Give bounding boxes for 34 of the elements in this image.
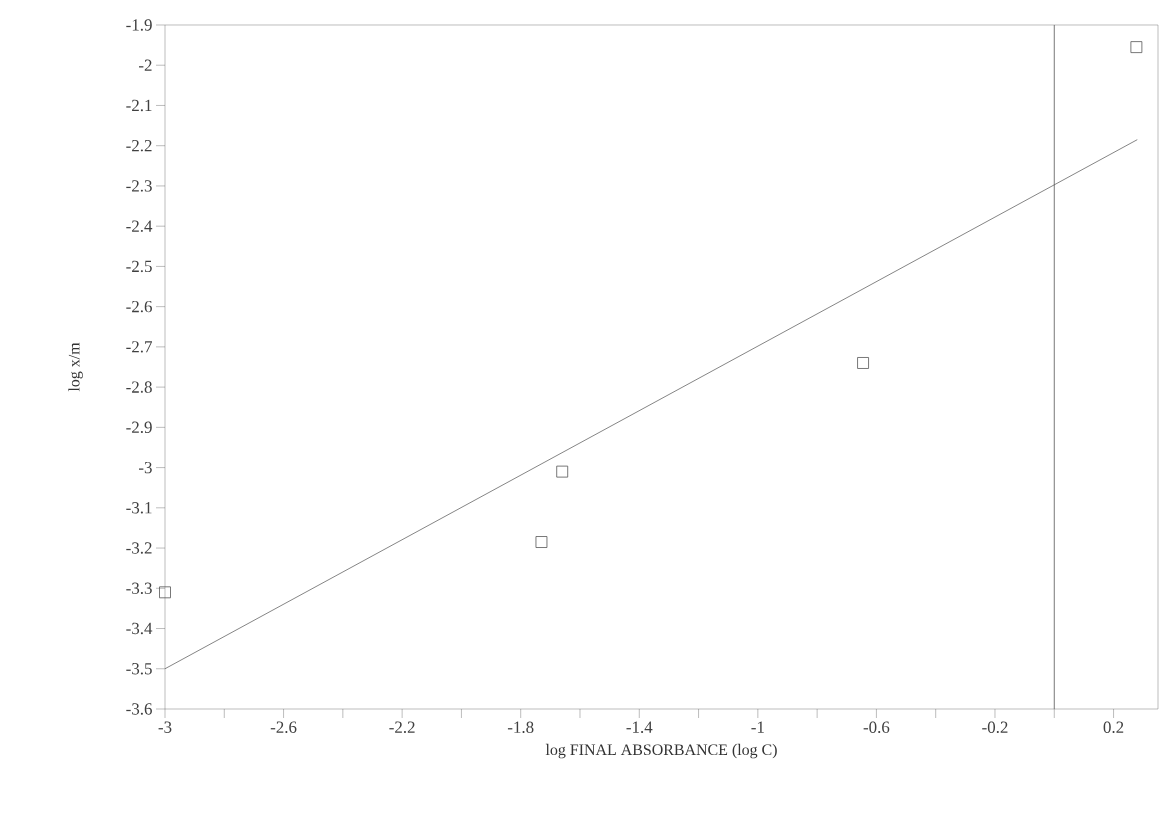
- y-tick-label: -2.8: [126, 381, 152, 393]
- x-tick-label: -0.2: [982, 721, 1008, 734]
- y-tick-label: -3.5: [126, 663, 152, 675]
- x-tick-label: -0.6: [863, 721, 890, 734]
- x-tick-label: -1.8: [507, 721, 534, 734]
- point: [556, 465, 569, 478]
- y-tick-label: -3.3: [126, 582, 152, 595]
- y-tick-label: -2.3: [126, 180, 152, 192]
- y-tick-label: -3: [138, 461, 152, 474]
- y-tick-label: -3.2: [126, 542, 152, 554]
- y-tick-label: -2.5: [126, 260, 152, 273]
- x-tick-label: -2.6: [270, 721, 297, 733]
- x-tick-label: -3: [158, 721, 172, 733]
- y-axis-title: log x/m: [68, 342, 83, 392]
- x-tick-label: 0.2: [1103, 721, 1124, 734]
- x-axis-title: log FINAL ABSORBANCE (log C): [545, 743, 777, 759]
- y-tick-label: -2.1: [126, 99, 152, 112]
- y-tick-label: -2: [138, 59, 152, 71]
- y-tick-label: -3.4: [126, 622, 153, 635]
- point: [857, 357, 869, 369]
- point: [1130, 41, 1143, 54]
- y-tick-label: -2.9: [126, 421, 152, 434]
- y-tick-label: -2.4: [126, 220, 153, 232]
- y-tick-label: -2.7: [126, 341, 152, 353]
- y-tick-label: -3.1: [126, 502, 152, 514]
- y-tick-label: -2.6: [126, 300, 152, 313]
- x-tick-label: -2.2: [389, 721, 415, 733]
- x-tick-label: -1.4: [626, 721, 653, 733]
- y-tick-label: -3.6: [126, 703, 152, 715]
- point: [535, 536, 548, 548]
- y-tick-label: -2.2: [126, 139, 152, 152]
- x-tick-label: -1: [751, 721, 764, 733]
- point: [159, 586, 171, 599]
- y-tick-label: -1.9: [126, 19, 152, 31]
